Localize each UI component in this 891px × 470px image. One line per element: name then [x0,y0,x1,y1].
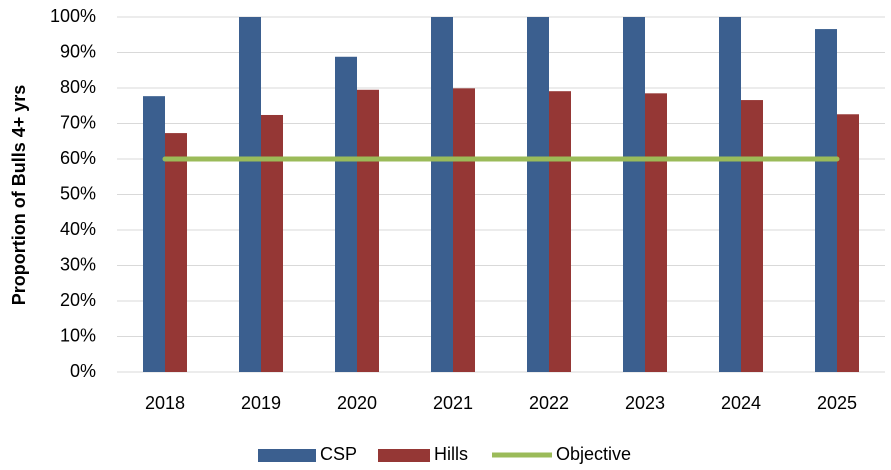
bar [335,56,357,372]
bar [549,91,571,372]
bar [645,93,667,372]
y-tick-label: 60% [60,148,96,168]
x-tick-label: 2025 [817,393,857,413]
y-tick-label: 50% [60,183,96,203]
bar [357,89,379,373]
bar [453,88,475,372]
bar [527,17,549,372]
y-tick-label: 10% [60,325,96,345]
bar [261,114,283,372]
legend-label: Hills [434,444,468,464]
bar [815,29,837,372]
legend-label: Objective [556,444,631,464]
x-tick-label: 2019 [241,393,281,413]
legend-swatch [378,449,430,462]
bar [165,133,187,372]
x-tick-label: 2020 [337,393,377,413]
x-tick-label: 2018 [145,393,185,413]
bar [431,17,453,372]
bar [623,17,645,372]
bar [143,96,165,372]
y-tick-label: 0% [70,361,96,381]
x-tick-label: 2022 [529,393,569,413]
x-tick-label: 2024 [721,393,761,413]
y-tick-label: 100% [50,6,96,26]
y-tick-label: 80% [60,77,96,97]
y-tick-label: 90% [60,41,96,61]
y-tick-label: 40% [60,219,96,239]
bar [741,100,763,372]
y-axis-label: Proportion of Bulls 4+ yrs [9,85,29,306]
bar [837,114,859,373]
legend-label: CSP [320,444,357,464]
x-tick-label: 2023 [625,393,665,413]
bar [239,17,261,372]
legend-swatch [258,449,316,462]
x-tick-label: 2021 [433,393,473,413]
y-tick-label: 70% [60,112,96,132]
y-tick-label: 30% [60,254,96,274]
y-tick-label: 20% [60,290,96,310]
bar [719,17,741,372]
